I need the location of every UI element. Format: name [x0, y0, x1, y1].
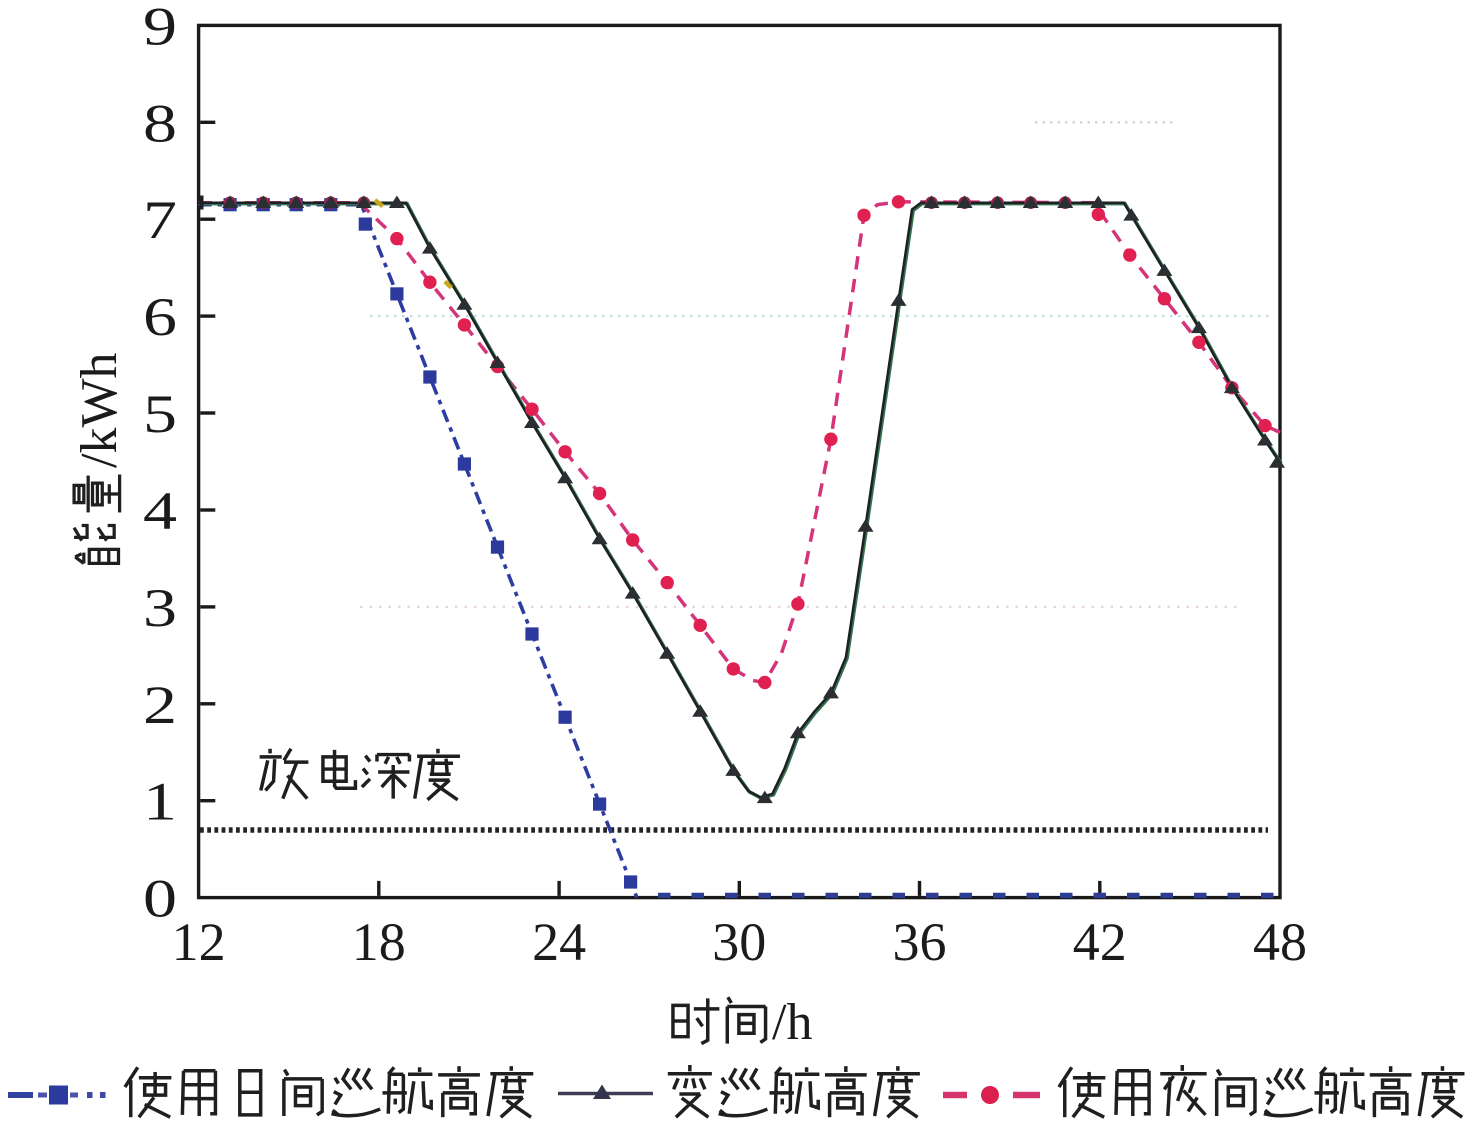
- svg-text:3: 3: [143, 578, 177, 638]
- svg-text:30: 30: [712, 912, 766, 972]
- svg-text:36: 36: [893, 912, 947, 972]
- svg-text:0: 0: [143, 869, 177, 929]
- svg-text:/h: /h: [772, 994, 812, 1051]
- svg-text:1: 1: [143, 772, 177, 832]
- svg-text:12: 12: [172, 912, 226, 972]
- svg-text:5: 5: [143, 384, 177, 444]
- svg-text:/kWh: /kWh: [71, 352, 128, 468]
- svg-text:2: 2: [143, 675, 177, 735]
- svg-text:7: 7: [143, 190, 177, 250]
- svg-text:4: 4: [143, 481, 177, 541]
- svg-text:42: 42: [1073, 912, 1127, 972]
- svg-text:6: 6: [143, 287, 177, 347]
- svg-text:24: 24: [532, 912, 586, 972]
- svg-text:48: 48: [1253, 912, 1307, 972]
- svg-text:8: 8: [143, 93, 177, 153]
- svg-text:18: 18: [352, 912, 406, 972]
- svg-text:9: 9: [143, 0, 177, 56]
